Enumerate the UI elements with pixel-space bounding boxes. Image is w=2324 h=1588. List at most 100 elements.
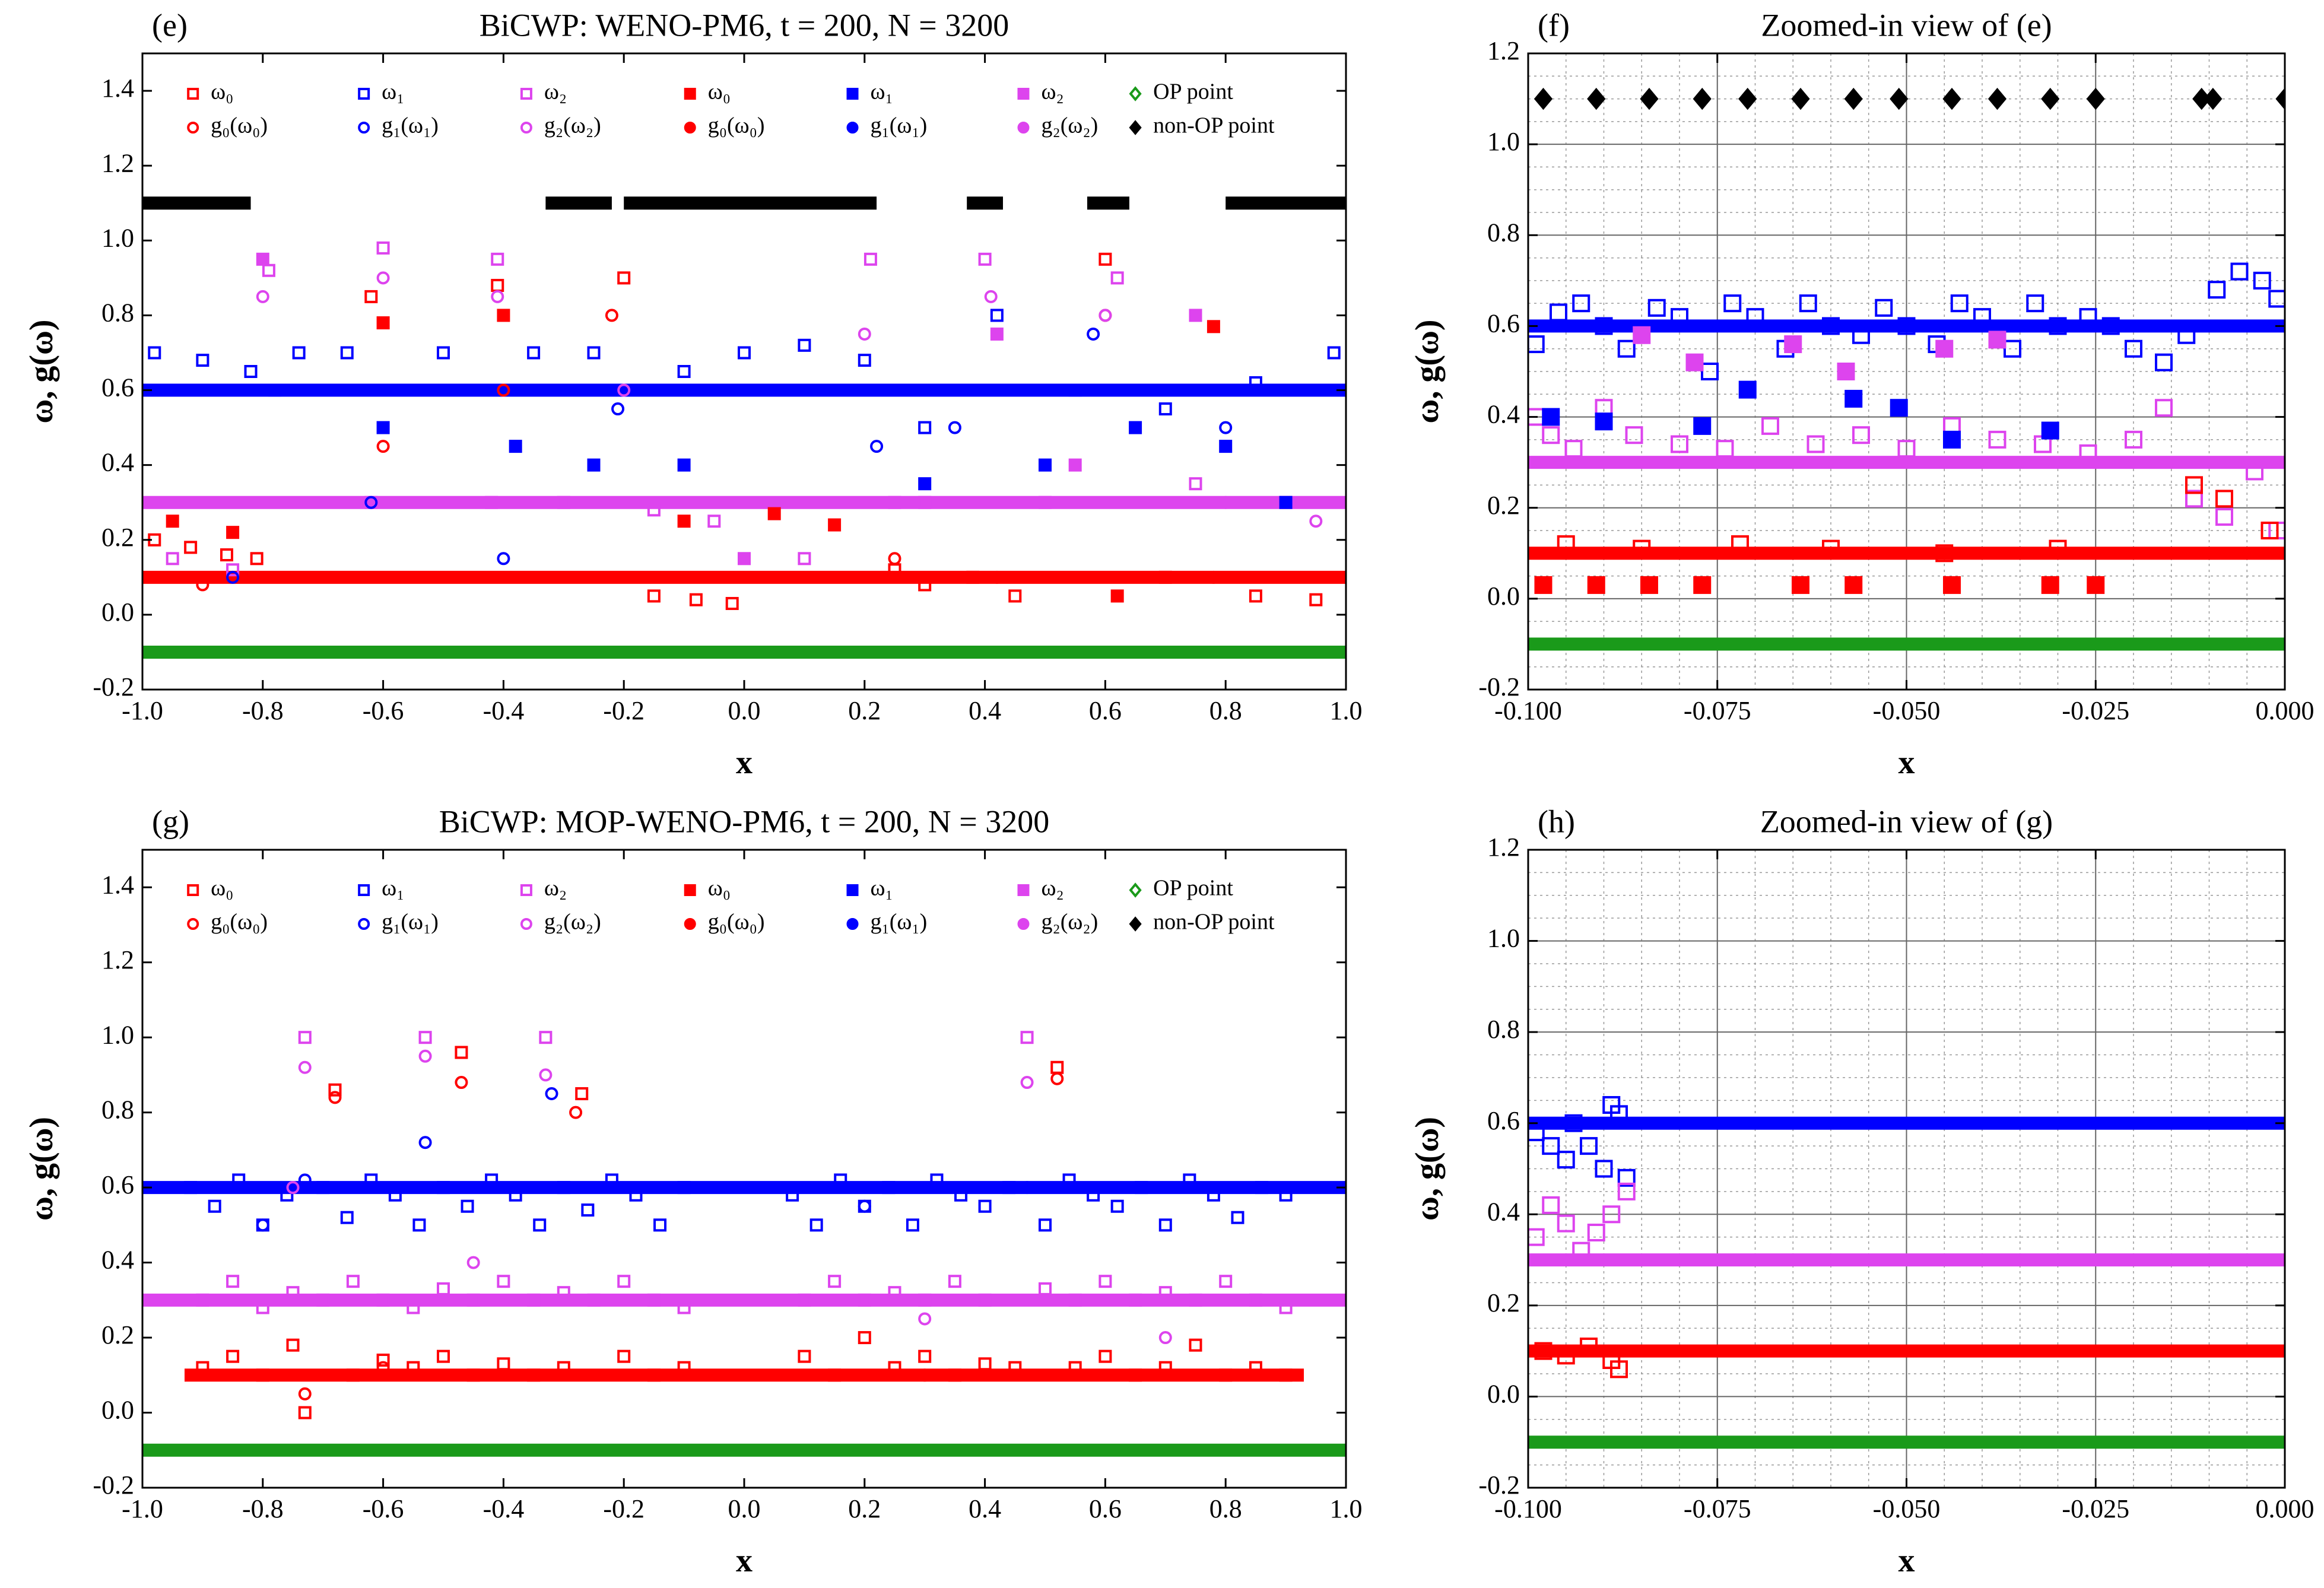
data-point [677,514,691,528]
data-point [1207,1188,1220,1202]
data-point [918,421,932,434]
data-point [918,496,932,509]
data-point [2204,87,2223,110]
x-tick-label: -0.075 [1684,696,1751,725]
data-point [1528,1123,1545,1142]
data-point [184,541,198,554]
data-point [1844,87,1863,110]
x-tick-label: 0.4 [969,1494,1001,1523]
data-point [2185,490,2203,508]
data-point [1279,1188,1293,1202]
data-point [888,496,901,509]
series-layer [1528,87,2285,651]
y-tick-label: -0.2 [93,1471,134,1500]
data-point [1020,1181,1034,1195]
data-point [455,1046,468,1059]
data-point [677,365,691,378]
y-tick-label: 0.4 [1487,1197,1520,1226]
data-point [1617,1182,1636,1200]
data-point [1580,1337,1598,1355]
data-point [226,1349,240,1363]
x-tick-label: 0.6 [1089,1494,1122,1523]
data-point [412,1218,426,1232]
y-tick-label: -0.2 [1478,672,1520,701]
y-tick-label: 1.4 [101,870,134,899]
data-point [545,1087,558,1101]
data-point [918,1312,932,1326]
data-point [587,1293,601,1307]
legend-marker [358,88,370,100]
data-point [1219,1368,1233,1382]
data-point [148,346,161,360]
data-point [1792,576,1809,594]
y-tick-label: 0.8 [101,1095,134,1125]
data-point [828,518,842,532]
data-point [2155,399,2173,417]
data-point [617,383,631,397]
data-point [1249,1361,1262,1374]
panel-label: (e) [152,7,188,43]
data-point [1068,383,1082,397]
data-point [196,1361,209,1374]
y-tick-label: -0.2 [93,672,134,701]
data-point [1542,408,1560,426]
data-point [1587,576,1605,594]
data-point [1807,435,1825,453]
data-point [1685,353,1704,371]
data-point [1249,1293,1262,1307]
data-point [587,458,601,472]
data-point [1716,440,1734,458]
data-point [2177,326,2196,344]
legend-marker [187,88,199,100]
data-point [376,241,390,255]
legend: ω₀ ω₁ ω₂ ω₀ ω₁ ω₂ OP point g₀(ω₀) g₁(ω₁) g₂(ω₂) g₀… [187,876,1275,935]
data-point [376,1354,390,1367]
x-tick-label: -0.8 [242,1494,284,1523]
data-point [557,496,570,509]
data-point [888,552,901,566]
legend-label: g₁(ω₁) [871,113,928,138]
data-point [491,290,504,303]
y-tick-label: -0.2 [1478,1471,1520,1500]
y-tick-label: 0.8 [1487,218,1520,247]
data-point [1219,496,1233,509]
y-tick-label: 0.4 [1487,400,1520,429]
x-tick-label: 1.0 [1330,1494,1363,1523]
data-point [888,1286,901,1300]
data-point [918,578,932,592]
data-point [2155,353,2173,371]
x-axis-label: x [1898,1542,1915,1579]
legend-marker [684,918,696,930]
series-layer [1528,1096,2285,1449]
data-point [1528,1228,1545,1246]
data-point [316,1181,330,1195]
data-point [466,1256,480,1269]
data-point [1189,309,1202,322]
data-point [256,290,269,303]
y-tick-label: 1.0 [101,223,134,252]
data-point [798,1349,811,1363]
data-point [1219,421,1233,434]
legend-marker [1017,122,1030,134]
data-point [376,271,390,285]
data-point [1587,87,1606,110]
data-point [990,327,1004,341]
data-point [1943,576,1961,594]
data-point [1595,412,1613,431]
data-point [1279,1301,1293,1314]
x-tick-label: -0.050 [1873,696,1941,725]
data-point [346,1275,360,1288]
legend: ω₀ ω₁ ω₂ ω₀ ω₁ ω₂ OP point g₀(ω₀) g₁(ω₁) g₂(ω₂) g₀… [187,80,1275,138]
data-point [1098,309,1112,322]
panel: -0.100 -0.075 -0.050 -0.025 0.000 -0.2 0.0 0.2 0… [1409,803,2315,1579]
data-point [798,338,811,352]
y-tick-label: 0.4 [101,1246,134,1275]
data-point [1784,335,1802,354]
data-point [1671,308,1688,326]
data-point [346,1368,360,1382]
data-point [2041,421,2059,440]
data-point [1988,87,2007,110]
data-point [298,1060,312,1074]
data-point [647,503,661,517]
data-point [1610,1105,1628,1123]
